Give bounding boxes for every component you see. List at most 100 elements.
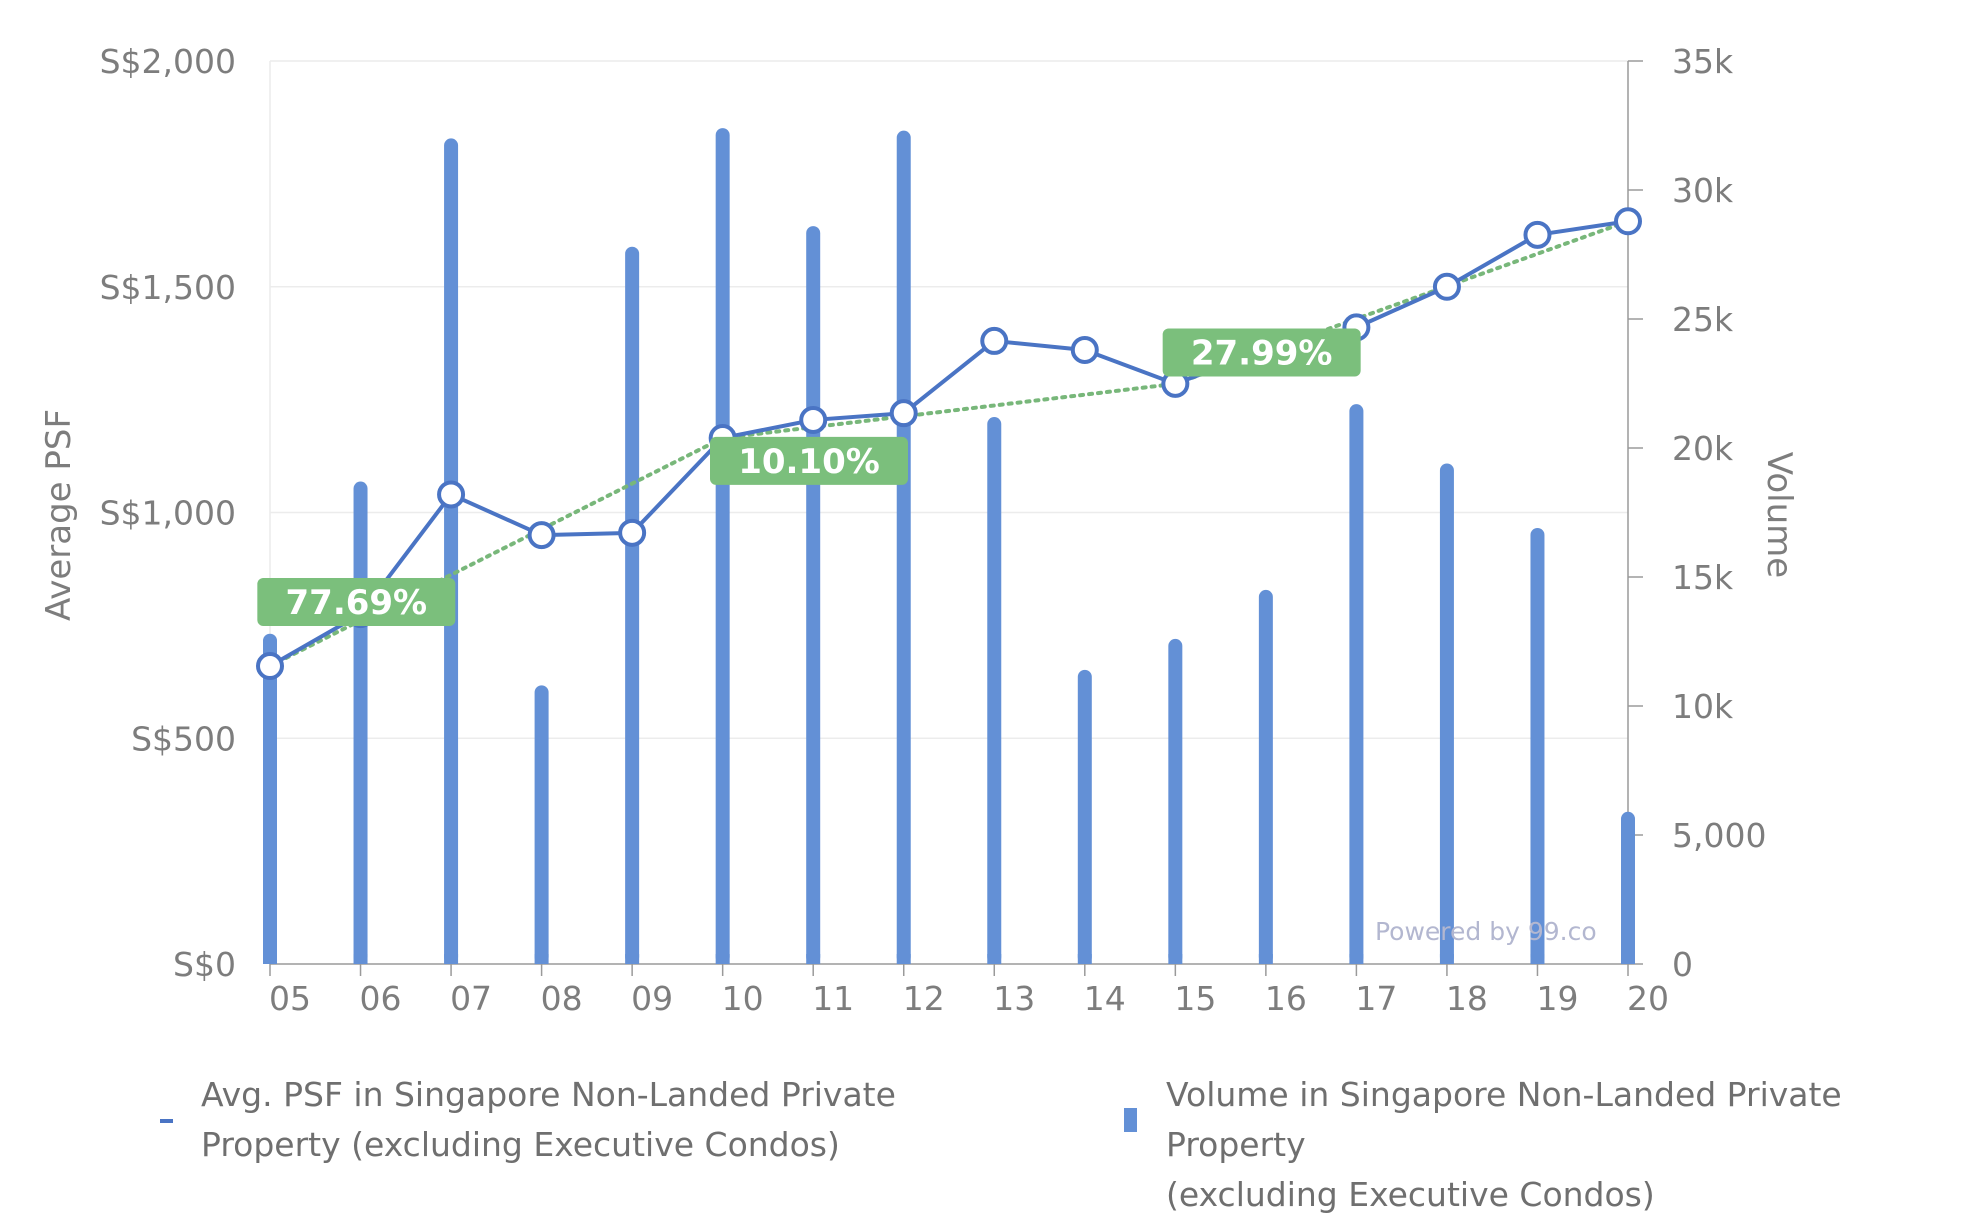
psf-point <box>1432 272 1461 301</box>
volume-bar <box>1349 404 1364 964</box>
legend-volume-label-line2: (excluding Executive Condos) <box>1166 1175 1655 1214</box>
y-right-tick-label: 30k <box>1672 171 1734 210</box>
trend-badge <box>257 578 456 627</box>
volume-bar <box>353 481 368 964</box>
y-axis-right-title: Volume <box>1759 452 1799 578</box>
y-right-tick-label: 10k <box>1672 687 1734 726</box>
y-right-tick-label: 15k <box>1672 558 1734 597</box>
x-tick-label: 12 <box>903 979 945 1018</box>
legend-psf-label-line1: Avg. PSF in Singapore Non-Landed Private <box>201 1075 896 1114</box>
trend-percentage-label: 10.10% <box>738 442 880 482</box>
volume-bar-base <box>1621 954 1635 964</box>
y-left-tick-label: S$2,000 <box>100 42 236 81</box>
legend-item-psf[interactable]: Avg. PSF in Singapore Non-Landed Private… <box>160 1070 896 1170</box>
volume-bar <box>625 246 640 964</box>
psf-point <box>980 326 1009 355</box>
trend-lines <box>268 219 1630 669</box>
volume-bar-base <box>1439 954 1454 964</box>
trend-line-segment <box>720 381 1178 441</box>
y-left-tick-label: S$1,500 <box>100 268 236 307</box>
legend-bar-swatch <box>1124 1108 1137 1132</box>
trend-badge <box>1162 328 1361 377</box>
y-left-tick-label: S$500 <box>131 719 236 758</box>
volume-bar-base <box>1530 954 1545 964</box>
volume-bar <box>715 128 730 964</box>
x-tick-label: 19 <box>1536 979 1578 1018</box>
volume-bar-base <box>715 954 730 964</box>
x-tick-label: 15 <box>1174 979 1216 1018</box>
psf-point <box>1070 335 1099 364</box>
volume-bars <box>263 128 1635 964</box>
x-tick-label: 13 <box>993 979 1035 1018</box>
volume-bar <box>1258 589 1273 964</box>
volume-bar-base <box>1258 954 1273 964</box>
grid-lines <box>270 60 1628 739</box>
trend-percentage-label: 77.69% <box>286 583 428 623</box>
volume-bar-base <box>987 954 1002 964</box>
psf-point <box>1614 207 1642 236</box>
x-tick-label: 18 <box>1446 979 1488 1018</box>
y-left-tick-label: S$1,000 <box>100 494 236 533</box>
trend-labels: 77.69% 10.10% 27.99% <box>257 328 1361 627</box>
x-tick-label: 06 <box>360 979 402 1018</box>
x-tick-label: 09 <box>631 979 673 1018</box>
volume-bar-base <box>263 954 277 964</box>
x-tick-label: 11 <box>812 979 854 1018</box>
watermark-text: Powered by 99.co <box>1375 917 1597 946</box>
axes: S$0 S$500 S$1,000 S$1,500 S$2,000 0 5,000 10k 15… <box>100 42 1767 1018</box>
volume-bar <box>1439 463 1454 964</box>
y-left-tick-label: S$0 <box>173 945 236 984</box>
x-tick-label: 16 <box>1265 979 1307 1018</box>
trend-line-segment <box>268 436 725 669</box>
legend-line-swatch <box>160 1119 173 1123</box>
psf-point <box>889 399 918 428</box>
trend-percentage-label: 27.99% <box>1191 334 1333 374</box>
volume-bar <box>1168 638 1183 964</box>
volume-bar <box>1530 527 1545 964</box>
volume-bar <box>1621 811 1635 964</box>
volume-bar-base <box>353 954 368 964</box>
volume-bar-base <box>625 954 640 964</box>
x-tick-label: 05 <box>269 979 311 1018</box>
y-axis-left-title: Average PSF <box>39 409 79 621</box>
x-tick-label: 08 <box>541 979 583 1018</box>
x-tick-label: 10 <box>722 979 764 1018</box>
psf-point <box>799 405 828 434</box>
y-right-tick-label: 35k <box>1672 42 1734 81</box>
volume-bar <box>534 685 549 964</box>
volume-bar-base <box>534 954 549 964</box>
y-right-tick-label: 0 <box>1672 945 1693 984</box>
volume-bar <box>444 138 459 964</box>
volume-bar-base <box>1168 954 1183 964</box>
volume-bar-base <box>1349 954 1364 964</box>
psf-line <box>256 207 1642 681</box>
y-right-tick-label: 20k <box>1672 429 1734 468</box>
psf-point <box>256 652 284 681</box>
trend-badge <box>710 436 908 485</box>
legend-volume-label-line1: Volume in Singapore Non-Landed Private P… <box>1166 1075 1842 1164</box>
volume-bar <box>987 417 1002 964</box>
y-right-tick-label: 25k <box>1672 300 1734 339</box>
volume-bar-base <box>1077 954 1092 964</box>
legend-item-volume[interactable]: Volume in Singapore Non-Landed Private P… <box>1124 1070 1975 1220</box>
volume-bar <box>806 226 821 964</box>
x-tick-label: 17 <box>1355 979 1397 1018</box>
legend-psf-label-line2: Property (excluding Executive Condos) <box>201 1125 840 1164</box>
volume-bar <box>896 130 911 964</box>
psf-point <box>437 480 466 509</box>
psf-line-path <box>269 219 1629 668</box>
volume-bar-base <box>806 954 821 964</box>
volume-bar <box>1077 669 1092 964</box>
x-tick-label: 07 <box>450 979 492 1018</box>
volume-bar-base <box>896 954 911 964</box>
chart-container: S$0 S$500 S$1,000 S$1,500 S$2,000 0 5,000 10k 15… <box>39 42 1842 1214</box>
x-tick-label: 14 <box>1084 979 1126 1018</box>
volume-bar-base <box>444 954 459 964</box>
y-right-tick-label: 5,000 <box>1672 816 1766 855</box>
psf-point <box>527 521 556 550</box>
psf-point <box>1523 220 1552 249</box>
combo-chart: S$0 S$500 S$1,000 S$1,500 S$2,000 0 5,000 10k 15… <box>39 42 1799 1018</box>
x-tick-label: 20 <box>1627 979 1669 1018</box>
volume-bar <box>263 633 277 964</box>
psf-point <box>618 518 647 547</box>
